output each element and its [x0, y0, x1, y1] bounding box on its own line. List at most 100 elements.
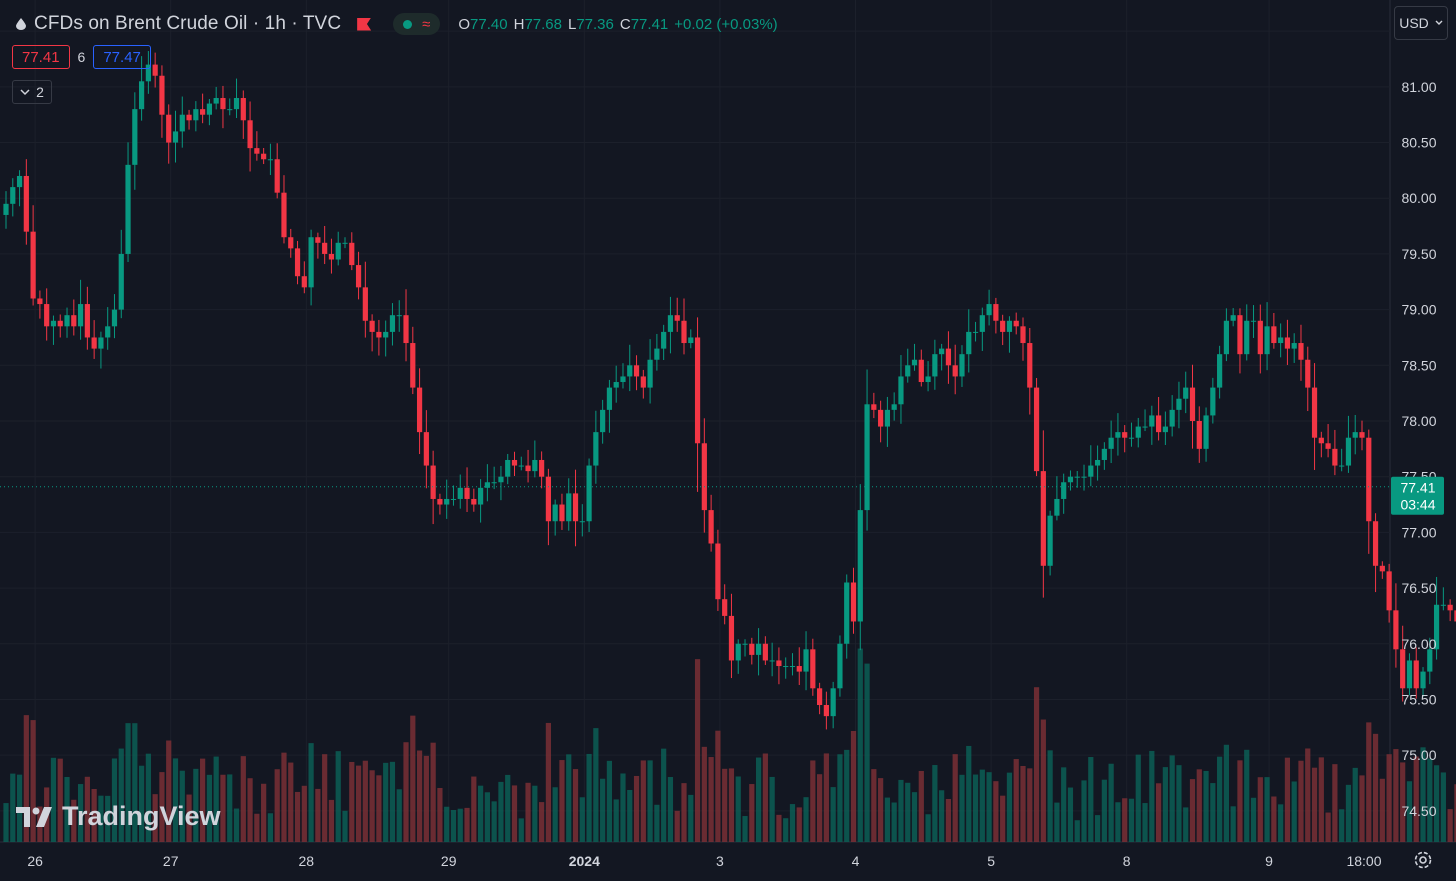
candle-body: [1061, 482, 1067, 499]
volume-bar: [1000, 795, 1006, 842]
volume-bar: [247, 778, 253, 842]
volume-bar: [972, 774, 979, 842]
candle-body: [498, 476, 504, 483]
indicators-collapse-button[interactable]: 2: [12, 80, 52, 104]
candle-body: [383, 331, 389, 338]
candle-body: [681, 320, 687, 344]
candle-body: [281, 192, 287, 238]
chevron-down-icon: [1435, 20, 1443, 25]
candle-body: [1264, 326, 1270, 355]
candle-body: [172, 131, 179, 143]
volume-bar: [606, 760, 613, 842]
candle-body: [478, 487, 484, 505]
volume-bar: [423, 755, 429, 842]
high-value: 77.68: [524, 15, 562, 33]
candle-body: [1142, 426, 1148, 428]
candle-body: [240, 98, 246, 121]
price-tick-label: 81.00: [1401, 79, 1436, 95]
sell-price-button[interactable]: 77.41: [12, 45, 70, 69]
volume-bar: [600, 778, 606, 842]
volume-bar: [755, 757, 762, 842]
volume-bar: [593, 728, 599, 842]
candle-body: [674, 315, 680, 321]
candle-body: [471, 498, 477, 505]
symbol-title[interactable]: CFDs on Brent Crude Oil · 1h · TVC: [34, 13, 342, 34]
bid-ask-panel: 77.41 6 77.47: [12, 45, 151, 69]
volume-bar: [206, 774, 212, 842]
volume-bar: [613, 799, 619, 842]
volume-bar: [1230, 806, 1236, 842]
candle-body: [10, 187, 16, 204]
volume-bar: [1447, 809, 1453, 842]
volume-bar: [654, 804, 660, 842]
candle-body: [1101, 448, 1107, 460]
candle-body: [559, 504, 565, 522]
volume-bar: [349, 761, 355, 842]
volume-bar: [803, 797, 809, 842]
candle-body: [430, 465, 436, 499]
candle-body: [57, 320, 63, 327]
candle-body: [1223, 320, 1229, 355]
currency-select[interactable]: USD: [1394, 6, 1448, 40]
candle-body: [661, 331, 667, 349]
candle-body: [1366, 437, 1372, 522]
candle-body: [966, 331, 972, 355]
volume-bar: [77, 784, 84, 842]
candle-body: [769, 660, 775, 662]
candle-body: [620, 376, 626, 383]
volume-bar: [783, 818, 789, 842]
volume-bar: [694, 659, 701, 842]
volume-bar: [749, 784, 755, 842]
volume-bar: [552, 787, 558, 842]
volume-bar: [444, 806, 450, 842]
volume-bar: [1169, 755, 1175, 842]
candle-body: [959, 354, 965, 377]
volume-bar: [166, 740, 172, 842]
volume-bar: [261, 783, 267, 842]
candle-body: [539, 459, 545, 477]
volume-bar: [1033, 687, 1040, 842]
buy-price-button[interactable]: 77.47: [93, 45, 151, 69]
ohlc-legend: O77.40 H77.68 L77.36 C77.41 +0.02 (+0.03…: [458, 16, 777, 33]
volume-bar: [1006, 772, 1013, 842]
volume-bar: [952, 754, 958, 842]
volume-bar: [1284, 757, 1291, 842]
candle-body: [342, 242, 348, 244]
candle-body: [1284, 337, 1291, 349]
settings-gear-icon[interactable]: [1412, 849, 1434, 871]
volume-bar: [715, 730, 721, 842]
volume-bar: [1067, 787, 1074, 842]
candle-body: [457, 487, 463, 499]
bar-countdown-label: 03:44: [1400, 497, 1435, 513]
candle-body: [1244, 320, 1250, 355]
candle-body: [1210, 387, 1216, 416]
candle-body: [1305, 359, 1311, 388]
candle-body: [349, 242, 355, 266]
candle-body: [23, 175, 29, 232]
volume-bar: [1372, 733, 1379, 842]
flag-icon[interactable]: [357, 17, 372, 31]
volume-bar: [762, 753, 768, 842]
candle-body: [186, 114, 192, 121]
candle-body: [633, 365, 640, 377]
volume-bar: [966, 745, 972, 842]
candle-body: [552, 504, 558, 522]
price-tick-label: 77.00: [1401, 524, 1436, 540]
candle-body: [139, 81, 145, 110]
volume-bar: [233, 808, 240, 842]
time-tick-label: 9: [1265, 853, 1273, 869]
volume-bar: [769, 776, 775, 842]
candle-body: [1033, 387, 1040, 472]
volume-bar: [871, 769, 877, 842]
price-tick-label: 80.50: [1401, 135, 1436, 151]
low-label: L: [567, 15, 577, 33]
volume-bar: [1088, 757, 1094, 842]
candle-body: [1149, 415, 1155, 427]
volume-bar: [91, 788, 97, 842]
candle-body: [789, 666, 796, 668]
tradingview-logo[interactable]: TradingView: [16, 801, 221, 832]
volume-bar: [1210, 783, 1216, 842]
market-status-pill[interactable]: ≈: [393, 13, 441, 35]
